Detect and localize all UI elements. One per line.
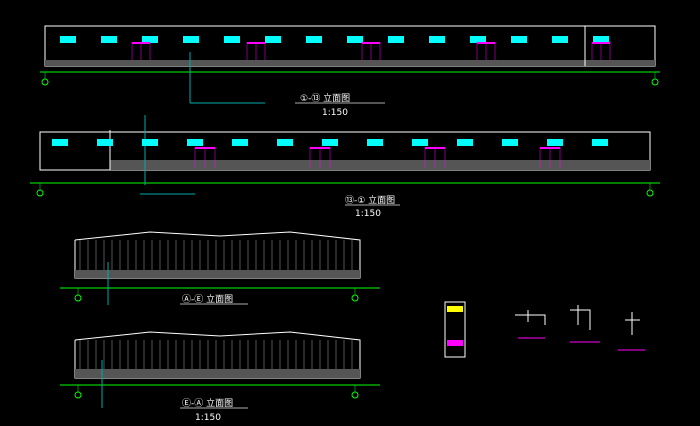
elevation-4 xyxy=(60,331,380,409)
window xyxy=(347,36,363,43)
window xyxy=(367,139,383,146)
elevation-1-scale: 1:150 xyxy=(322,108,348,118)
door xyxy=(195,147,215,149)
grid-axis-bubble xyxy=(646,189,654,197)
grid-axis-bubble xyxy=(41,78,49,86)
window xyxy=(187,139,203,146)
window xyxy=(60,36,76,43)
window xyxy=(322,139,338,146)
window xyxy=(593,36,609,43)
window xyxy=(277,139,293,146)
window xyxy=(511,36,527,43)
window xyxy=(142,139,158,146)
window xyxy=(306,36,322,43)
window xyxy=(547,139,563,146)
elevation-3-title: Ⓐ-Ⓔ 立面图 xyxy=(182,293,233,305)
door xyxy=(132,42,150,44)
detail-drawings xyxy=(444,301,645,358)
grid-axis-bubble xyxy=(351,391,359,399)
window xyxy=(412,139,428,146)
window xyxy=(592,139,608,146)
elevation-4-scale: 1:150 xyxy=(195,413,221,423)
window xyxy=(232,139,248,146)
elevation-2-scale: 1:150 xyxy=(355,209,381,219)
grid-axis-bubble xyxy=(74,391,82,399)
door xyxy=(362,42,380,44)
door xyxy=(425,147,445,149)
door xyxy=(540,147,560,149)
door xyxy=(247,42,265,44)
window xyxy=(97,139,113,146)
window xyxy=(470,36,486,43)
window xyxy=(183,36,199,43)
window xyxy=(265,36,281,43)
elevation-4-title: Ⓔ-Ⓐ 立面图 xyxy=(182,397,233,409)
window xyxy=(388,36,404,43)
grid-axis-bubble xyxy=(74,294,82,302)
window xyxy=(552,36,568,43)
window xyxy=(429,36,445,43)
elevation-2 xyxy=(30,115,660,206)
window xyxy=(101,36,117,43)
elevation-1 xyxy=(40,25,660,104)
window xyxy=(52,139,68,146)
elevation-3 xyxy=(60,231,380,305)
window xyxy=(457,139,473,146)
door xyxy=(477,42,495,44)
window xyxy=(142,36,158,43)
grid-axis-bubble xyxy=(36,189,44,197)
grid-axis-bubble xyxy=(651,78,659,86)
elevation-2-title: ⑬-① 立面图 xyxy=(345,194,395,206)
grid-axis-bubble xyxy=(351,294,359,302)
elevation-1-title: ①-⑬ 立面图 xyxy=(300,92,350,104)
window xyxy=(224,36,240,43)
window xyxy=(502,139,518,146)
door xyxy=(310,147,330,149)
door xyxy=(592,42,610,44)
